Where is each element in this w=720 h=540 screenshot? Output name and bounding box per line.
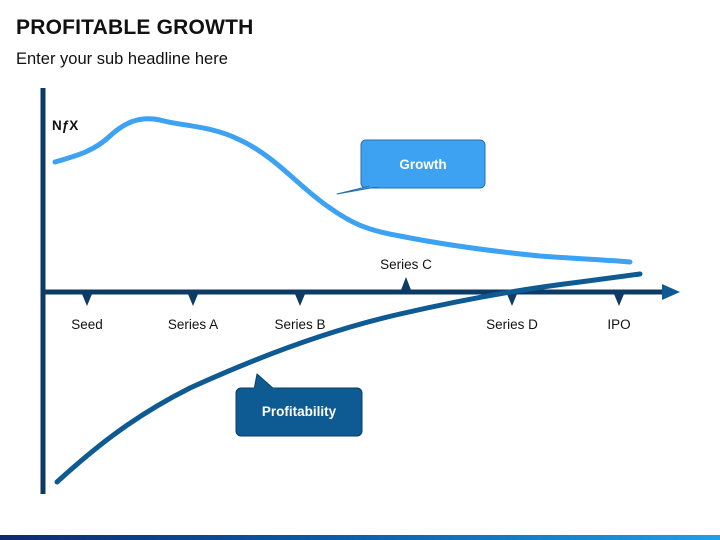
stage-marker-series-b (295, 294, 305, 306)
stage-label-series-c: Series C (380, 257, 432, 272)
stage-marker-series-d (507, 294, 517, 306)
stage-label-ipo: IPO (607, 317, 630, 332)
page-title: PROFITABLE GROWTH (16, 16, 254, 39)
footer-accent-bar (0, 535, 720, 540)
growth-callout-label: Growth (399, 157, 446, 172)
growth-callout-box (360, 139, 486, 189)
profitability-callout-label: Profitability (262, 404, 337, 419)
stage-marker-seed (82, 294, 92, 306)
profitability-callout-pointer-joint (253, 388, 277, 392)
stage-marker-series-a (188, 294, 198, 306)
growth-callout-pointer-joint (369, 183, 384, 187)
profitability-curve (54, 271, 643, 485)
growth-callout-pointer (336, 185, 383, 195)
y-axis-label: NƒX (52, 118, 78, 133)
profitability-callout-pointer (253, 373, 276, 391)
stage-label-series-d: Series D (486, 317, 538, 332)
stage-label-seed: Seed (71, 317, 103, 332)
timeline-arrowhead (662, 284, 680, 300)
profitability-callout: Profitability (235, 373, 363, 437)
stage-marker-series-c (401, 277, 411, 290)
profitability-callout-box (235, 387, 363, 437)
stage-label-series-b: Series B (274, 317, 325, 332)
growth-callout: Growth (336, 139, 486, 195)
growth-curve (52, 116, 633, 265)
stage-label-series-a: Series A (168, 317, 218, 332)
stage-marker-ipo (614, 294, 624, 306)
page-subtitle: Enter your sub headline here (16, 50, 228, 68)
